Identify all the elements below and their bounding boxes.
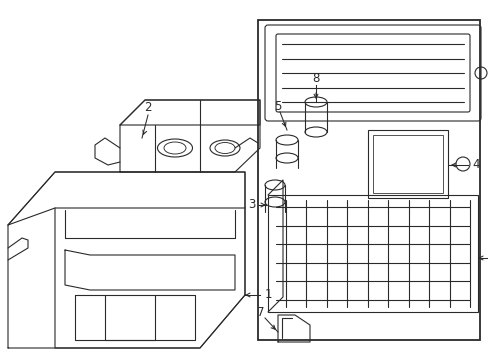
Text: 7: 7 bbox=[257, 306, 264, 319]
Bar bbox=[258, 20, 479, 340]
Text: 5: 5 bbox=[274, 100, 281, 113]
Text: 3: 3 bbox=[248, 198, 255, 211]
Text: 6: 6 bbox=[487, 252, 488, 265]
Text: 4: 4 bbox=[471, 158, 479, 171]
Bar bbox=[372, 135, 442, 193]
Text: 1: 1 bbox=[264, 288, 272, 301]
Text: 8: 8 bbox=[312, 72, 319, 85]
Bar bbox=[267, 195, 477, 312]
Bar bbox=[367, 130, 447, 198]
Text: 2: 2 bbox=[144, 102, 151, 114]
